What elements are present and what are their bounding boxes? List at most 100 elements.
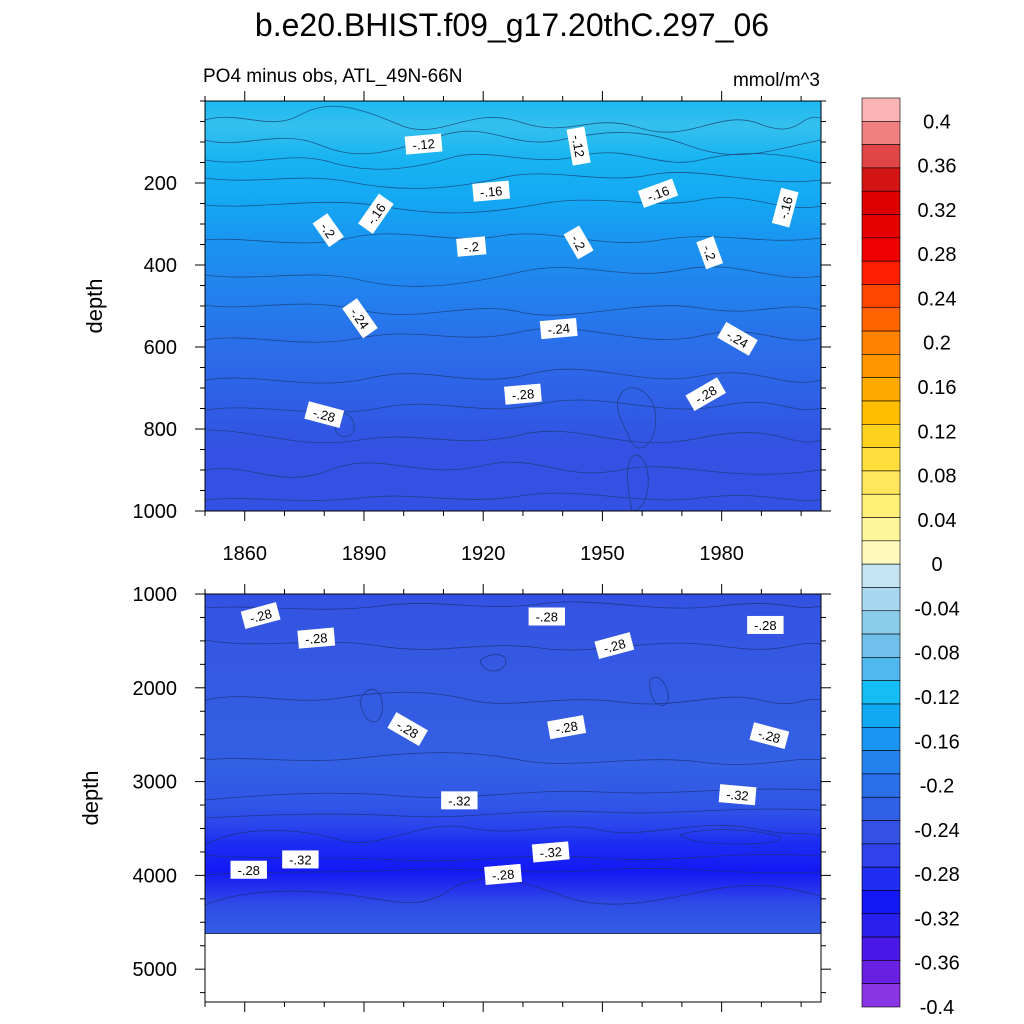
contour-label: -.12 bbox=[566, 126, 591, 166]
contour-label: -.28 bbox=[304, 401, 345, 429]
contour-label-box bbox=[531, 841, 570, 863]
colorbar-box bbox=[861, 400, 901, 425]
colorbar-box bbox=[861, 493, 901, 518]
lower-y-axis-label: depth bbox=[78, 770, 103, 825]
colorbar-tick-label: 0.12 bbox=[918, 421, 957, 443]
contour-label-box bbox=[456, 236, 487, 257]
colorbar-box bbox=[861, 470, 901, 495]
y-tick-label: 4000 bbox=[133, 865, 178, 887]
contour-label-text: -.28 bbox=[602, 636, 628, 656]
lower-x-ticks bbox=[204, 584, 802, 1012]
colorbar-tick-label: 0.24 bbox=[918, 288, 957, 310]
contour-label-text: -.32 bbox=[539, 844, 563, 861]
colorbar-tick-label: -0.36 bbox=[914, 953, 960, 975]
upper-plot-area bbox=[205, 101, 821, 511]
colorbar-tick-label: 0.32 bbox=[918, 200, 957, 222]
contour-label: -.32 bbox=[718, 784, 757, 806]
colorbar-box bbox=[861, 260, 901, 285]
chart-subtitle-right: mmol/m^3 bbox=[733, 70, 820, 91]
contour-label-box bbox=[240, 602, 281, 629]
contour-label: -.16 bbox=[472, 180, 511, 202]
contour-label-box bbox=[685, 377, 727, 412]
contour-label-text: -.2 bbox=[568, 232, 589, 253]
colorbar-box bbox=[861, 750, 901, 775]
colorbar-box bbox=[861, 284, 901, 309]
colorbar-box bbox=[861, 167, 901, 192]
contour-label: -.2 bbox=[563, 225, 594, 260]
contour-label-box bbox=[304, 401, 345, 429]
contour-label-box bbox=[484, 863, 522, 885]
upper-y-tick-labels: 200 400 600 800 1000 bbox=[133, 173, 178, 523]
contour-label-box bbox=[718, 784, 757, 806]
x-tick-label: 1950 bbox=[580, 543, 625, 565]
upper-contour-labels: -.12 -.12-.16 -.16-.16-.16-.2-.2 -.2 -.2-.24… bbox=[304, 126, 799, 429]
contour-label-text: -.28 bbox=[248, 606, 274, 626]
contour-label: -.16 bbox=[637, 178, 679, 208]
contour-label-box bbox=[441, 791, 478, 810]
contour-label-box bbox=[696, 236, 724, 270]
contour-label-box bbox=[504, 383, 542, 405]
contour-label-text: -.28 bbox=[511, 386, 535, 403]
upper-x-ticks bbox=[204, 91, 802, 521]
y-tick-label: 1000 bbox=[133, 501, 178, 523]
colorbar-box bbox=[861, 97, 901, 122]
colorbar-box bbox=[861, 890, 901, 915]
contour-label: -.28 bbox=[240, 602, 281, 629]
colorbar-box bbox=[861, 307, 901, 332]
lower-panel: 1000 2000 3000 4000 5000 -.28 -.28 -.28 -.28 -.2… bbox=[78, 584, 831, 1012]
contour-label-text: -.12 bbox=[412, 136, 436, 153]
lower-masked-region bbox=[205, 933, 821, 1002]
contour-label: -.32 bbox=[282, 850, 319, 869]
colorbar-box bbox=[861, 820, 901, 845]
contour-label-text: -.28 bbox=[554, 718, 579, 737]
lower-plot-frame bbox=[204, 593, 822, 1003]
contour-label-box bbox=[528, 607, 565, 626]
contour-label-text: -.16 bbox=[645, 183, 671, 205]
colorbar-tick-label: 0.16 bbox=[918, 377, 957, 399]
upper-y-axis-label: depth bbox=[82, 278, 107, 333]
colorbar-tick-label: -0.4 bbox=[920, 997, 954, 1019]
colorbar-box bbox=[861, 237, 901, 262]
contour-label-text: -.2 bbox=[700, 243, 719, 262]
colorbar-box bbox=[861, 121, 901, 145]
contour-label-text: -.16 bbox=[776, 195, 796, 221]
contour-label-box bbox=[749, 722, 790, 750]
contour-label-text: -.16 bbox=[479, 183, 503, 200]
contour-label-box bbox=[717, 321, 758, 356]
y-tick-label: 1000 bbox=[133, 584, 178, 606]
x-tick-label: 1890 bbox=[342, 543, 387, 565]
contour-label: -.2 bbox=[312, 213, 344, 248]
colorbar-box bbox=[861, 330, 901, 355]
colorbar-box bbox=[861, 796, 901, 821]
contour-label-box bbox=[282, 850, 319, 869]
contour-label: -.28 bbox=[747, 615, 784, 634]
contour-label: -.28 bbox=[685, 377, 727, 412]
contour-label-text: -.28 bbox=[756, 726, 782, 746]
colorbar-box bbox=[861, 190, 901, 215]
colorbar-box bbox=[861, 517, 901, 542]
colorbar-box bbox=[861, 587, 901, 612]
colorbar-box bbox=[861, 680, 901, 705]
colorbar-tick-label: 0.04 bbox=[918, 510, 957, 532]
contour-label: -.24 bbox=[717, 321, 758, 356]
contour-label-text: -.24 bbox=[547, 321, 571, 338]
colorbar-box bbox=[861, 424, 901, 448]
colorbar-tick-label: -0.24 bbox=[914, 820, 960, 842]
colorbar-box bbox=[861, 703, 901, 728]
contour-label: -.32 bbox=[531, 841, 570, 863]
contour-label: -.2 bbox=[456, 236, 487, 257]
colorbar-box bbox=[861, 540, 901, 565]
colorbar-box bbox=[861, 773, 901, 798]
contour-label-text: -.32 bbox=[448, 793, 470, 808]
contour-label: -.28 bbox=[297, 627, 336, 649]
y-tick-label: 200 bbox=[144, 173, 177, 195]
colorbar-boxes bbox=[861, 97, 901, 1008]
upper-panel: 1860 1890 1920 1950 1980 200 400 600 800 1000 -.… bbox=[82, 91, 831, 565]
colorbar-box bbox=[861, 657, 901, 681]
contour-label-box bbox=[387, 712, 428, 746]
contour-label-text: -.28 bbox=[311, 405, 337, 425]
contour-label: -.28 bbox=[484, 863, 522, 885]
contour-label: -.12 bbox=[404, 133, 443, 155]
colorbar-box bbox=[861, 633, 901, 658]
